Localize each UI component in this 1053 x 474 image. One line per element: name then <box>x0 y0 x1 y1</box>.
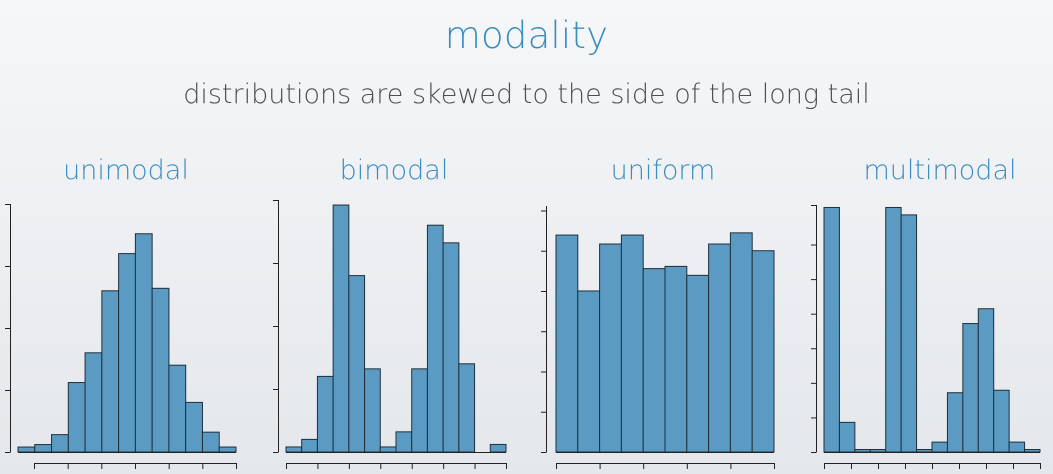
bimodal-bar-9 <box>426 224 444 453</box>
bimodal-bar-6 <box>379 446 397 453</box>
uniform-bar-3 <box>620 234 644 453</box>
multimodal-bar-12 <box>1008 441 1026 453</box>
unimodal-bar-11 <box>201 431 220 453</box>
multimodal-bar-10 <box>977 308 995 453</box>
uniform-bar-6 <box>686 274 710 453</box>
unimodal-bar-5 <box>101 290 120 453</box>
unimodal-bar-6 <box>118 253 136 453</box>
uniform-bar-2 <box>599 243 622 453</box>
uniform-bar-5 <box>664 265 688 453</box>
multimodal-bar-4 <box>885 206 902 453</box>
panel-title-bimodal: bimodal <box>339 155 449 186</box>
bimodal-bar-0 <box>285 446 303 453</box>
uniform-bar-7 <box>708 243 731 453</box>
panel-title-unimodal: unimodal <box>63 155 189 186</box>
unimodal-bar-4 <box>84 352 103 453</box>
unimodal-bar-3 <box>67 382 86 453</box>
unimodal-bar-2 <box>51 434 69 453</box>
slide-title: modality <box>444 14 609 57</box>
multimodal-bar-1 <box>838 421 856 453</box>
multimodal-bar-2 <box>854 449 871 453</box>
bimodal-bar-4 <box>348 275 366 453</box>
uniform-bar-1 <box>577 290 601 453</box>
bimodal-bar-13 <box>489 443 507 453</box>
bimodal-bar-8 <box>411 368 428 453</box>
multimodal-bar-3 <box>869 449 887 453</box>
uniform-bar-8 <box>729 232 753 453</box>
bimodal-bar-3 <box>332 204 350 453</box>
multimodal-bar-0 <box>823 206 840 453</box>
unimodal-bar-7 <box>134 233 153 453</box>
multimodal-bar-13 <box>1024 449 1041 453</box>
bimodal-bar-11 <box>458 363 476 453</box>
multimodal-bar-7 <box>931 441 948 453</box>
multimodal-bar-5 <box>900 214 918 453</box>
unimodal-bar-12 <box>218 446 237 453</box>
uniform-bar-4 <box>642 268 666 453</box>
unimodal-bar-9 <box>168 364 187 453</box>
uniform-bar-0 <box>555 234 579 453</box>
multimodal-bar-6 <box>916 449 933 453</box>
panel-title-uniform: uniform <box>610 155 716 186</box>
unimodal-bar-0 <box>17 446 36 453</box>
multimodal-bar-8 <box>946 392 964 453</box>
unimodal-bar-1 <box>34 444 53 453</box>
bimodal-bar-1 <box>301 438 318 453</box>
bimodal-bar-7 <box>395 431 413 453</box>
panel-title-multimodal: multimodal <box>863 155 1017 186</box>
multimodal-bar-11 <box>993 389 1010 453</box>
uniform-bar-9 <box>751 250 775 453</box>
unimodal-bar-8 <box>151 287 170 453</box>
bimodal-bar-10 <box>442 242 460 453</box>
unimodal-bar-10 <box>185 401 203 453</box>
multimodal-bar-9 <box>962 323 979 453</box>
slide-subtitle: distributions are skewed to the side of … <box>183 79 870 110</box>
bimodal-bar-5 <box>364 368 381 453</box>
bimodal-bar-2 <box>316 375 334 453</box>
